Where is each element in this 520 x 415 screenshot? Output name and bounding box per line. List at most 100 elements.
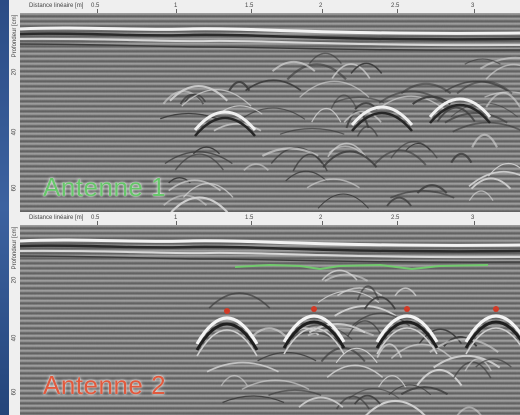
rebar-hyperbola [282,320,346,349]
diffraction-hyperbola [450,152,473,164]
diffraction-hyperbola [416,369,463,387]
surface-reflection [20,43,520,51]
diffraction-hyperbola [240,107,306,120]
diffraction-hyperbola [348,388,400,400]
y-tick-label: 60 [11,184,18,192]
diffraction-hyperbola [488,162,520,177]
diffraction-hyperbola [347,320,383,337]
diffraction-hyperbola [350,62,383,74]
diffraction-hyperbola [299,80,370,98]
x-tick-label: 1 [174,215,178,221]
surface-reflection [20,26,520,35]
rebar-hyperbola [195,316,259,345]
diffraction-hyperbola [220,374,248,387]
x-axis-title: Distance linéaire [m] [29,3,84,9]
diffraction-hyperbola [335,347,378,364]
diffraction-hyperbola [471,133,498,148]
y-tick-label: 60 [11,388,18,396]
surface-reflection [20,238,520,247]
diffraction-hyperbola [321,269,358,281]
diffraction-hyperbola [271,60,316,72]
diffraction-hyperbola [479,56,520,70]
diffraction-hyperbola [311,107,342,123]
x-tick-label: 0.5 [91,215,100,221]
diffraction-hyperbola [450,102,518,118]
y-axis-title: Profondeur [cm] [12,226,18,270]
diffraction-hyperbola [390,343,453,359]
diffraction-hyperbola [308,322,366,334]
diffraction-hyperbola [208,292,271,309]
rebar-apex-marker [224,308,230,314]
y-tick-label: 20 [11,276,18,284]
diffraction-hyperbola [330,94,358,110]
diffraction-hyperbola [206,361,279,373]
diffraction-hyperbola [168,179,222,192]
diffraction-hyperbola [322,150,378,168]
surface-reflection [20,244,520,253]
diffraction-hyperbola [433,355,501,369]
surface-reflection [20,255,520,263]
diffraction-hyperbola [170,196,229,212]
surface-reflection [20,37,520,47]
y-tick-label: 40 [11,334,18,342]
diffraction-hyperbola [179,93,205,105]
diffraction-hyperbola [333,96,385,104]
window-edge [0,0,9,415]
diffraction-hyperbola [378,90,445,104]
diffraction-hyperbola [306,178,360,189]
rebar-hyperbola [196,329,258,357]
diffraction-hyperbola [351,111,413,132]
radargram-panel-antenne-2: Distance linéaire [m] 0.5 1 1.5 2 2.5 3 … [9,212,520,415]
x-tick-label: 3 [471,215,475,221]
rebar-hyperbola [375,314,439,343]
diffraction-hyperbola [400,386,449,396]
x-tick-label: 2 [319,3,323,9]
diffraction-hyperbola [327,142,367,158]
diffraction-hyperbola [356,125,379,137]
diffraction-hyperbola [364,400,426,415]
rebar-hyperbola [375,320,439,349]
x-tick-label: 1 [174,3,178,9]
x-tick-label: 0.5 [91,3,100,9]
diffraction-hyperbola [378,375,407,388]
diffraction-hyperbola [390,141,438,159]
diffraction-hyperbola [213,122,262,132]
diffraction-hyperbola [353,394,381,405]
radargram-image [20,225,520,415]
diffraction-hyperbola [307,327,374,337]
antenne-2-label: Antenne 2 [43,370,167,400]
diffraction-hyperbola [257,351,317,362]
diffraction-hyperbola [174,153,224,171]
diffraction-hyperbola [184,93,207,103]
diffraction-hyperbola [222,395,285,404]
diffraction-hyperbola [456,406,482,415]
diffraction-hyperbola [377,95,445,110]
diffraction-hyperbola [164,151,233,165]
diffraction-hyperbola [444,112,508,124]
diffraction-hyperbola [343,110,382,123]
diffraction-hyperbola [468,170,520,187]
diffraction-hyperbola [160,112,218,120]
diffraction-hyperbola [228,81,251,92]
diffraction-hyperbola [317,193,369,209]
diffraction-hyperbola [286,63,347,81]
diffraction-hyperbola [388,384,432,396]
radargram-panel-antenne-1: Distance linéaire [m] 0.5 1 1.5 2 2.5 3 … [9,0,520,212]
rebar-apex-marker [311,306,317,312]
diffraction-hyperbola [475,358,512,368]
rebar-hyperbola [195,322,259,351]
radargram-image [20,13,520,212]
diffraction-hyperbola [163,194,208,207]
diffraction-hyperbola [194,116,256,137]
diffraction-hyperbola [169,85,229,102]
diffraction-hyperbola [363,296,396,310]
diffraction-hyperbola [390,189,455,199]
diffraction-hyperbola [279,127,345,135]
diffraction-hyperbola [326,364,384,378]
diffraction-hyperbola [429,103,491,124]
diffraction-hyperbola [350,105,414,126]
diffraction-hyperbola [261,147,319,157]
y-axis-title: Profondeur [cm] [12,14,18,58]
diffraction-hyperbola [468,190,494,202]
antenne-1-label: Antenne 1 [43,172,167,202]
